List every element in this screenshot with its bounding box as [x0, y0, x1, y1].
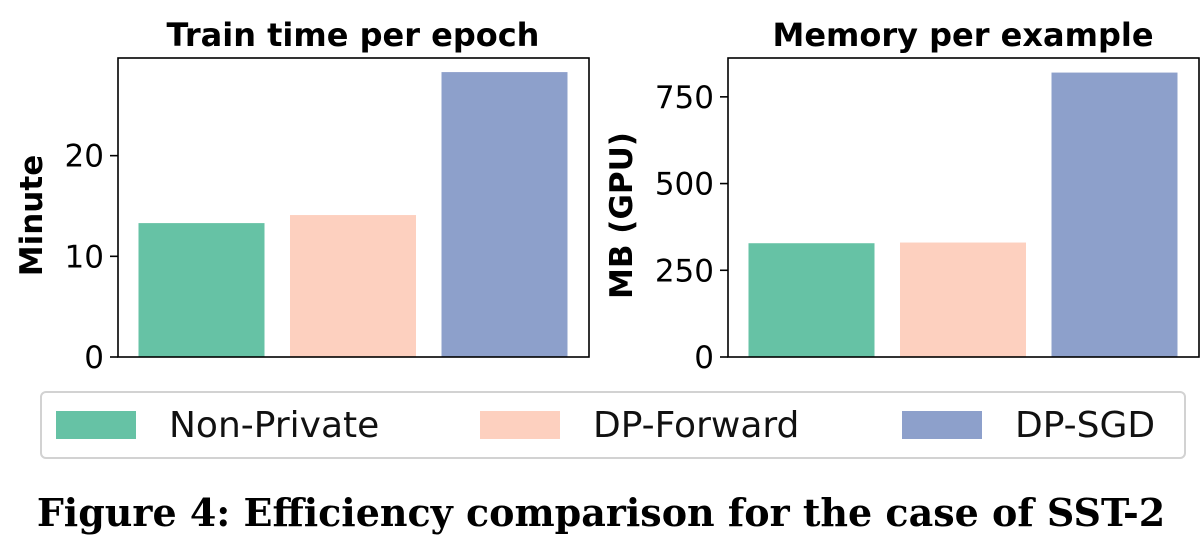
chart1-ylabel: Minute — [14, 155, 50, 276]
chart2-ylabel: MB (GPU) — [604, 132, 640, 299]
chart2: 0 250 500 750 Memory per example MB (GPU) — [604, 16, 1200, 376]
chart1: 0 10 20 Train time per epoch Minute — [14, 16, 590, 376]
chart1-frame — [117, 57, 590, 358]
legend-swatch-dp-forward — [480, 411, 560, 439]
legend-label-dp-forward: DP-Forward — [593, 404, 800, 446]
chart2-ytick-label-250: 250 — [655, 253, 714, 289]
chart2-title: Memory per example — [772, 16, 1153, 54]
chart2-bar-non-private — [748, 243, 875, 357]
chart1-bar-dp-forward — [290, 215, 416, 357]
chart2-bar-dp-sgd — [1051, 72, 1178, 357]
legend: Non-Private DP-Forward DP-SGD — [40, 391, 1186, 459]
chart1-bar-non-private — [138, 223, 265, 357]
chart2-ytick-label-500: 500 — [655, 167, 714, 203]
legend-item-dp-forward: DP-Forward — [480, 393, 799, 457]
chart1-ytick-label-20: 20 — [65, 139, 104, 175]
chart1-title: Train time per epoch — [167, 16, 540, 54]
figure-charts: 0 10 20 Train time per epoch Minute 0 250 500 75… — [14, 16, 1200, 376]
chart2-ytick-label-750: 750 — [655, 80, 714, 116]
legend-label-dp-sgd: DP-SGD — [1015, 404, 1156, 446]
legend-swatch-dp-sgd — [902, 411, 982, 439]
chart2-bar-dp-forward — [900, 242, 1026, 357]
legend-item-non-private: Non-Private — [56, 393, 379, 457]
figure-caption: Figure 4: Efficiency comparison for the … — [36, 490, 1166, 535]
chart2-ytick-label-0: 0 — [694, 340, 714, 376]
legend-swatch-non-private — [56, 411, 136, 439]
legend-label-non-private: Non-Private — [169, 404, 380, 446]
legend-item-dp-sgd: DP-SGD — [902, 393, 1155, 457]
chart2-frame — [727, 57, 1200, 358]
chart1-ytick-label-0: 0 — [84, 340, 104, 376]
chart1-ytick-label-10: 10 — [65, 239, 104, 275]
chart1-bar-dp-sgd — [441, 72, 568, 358]
